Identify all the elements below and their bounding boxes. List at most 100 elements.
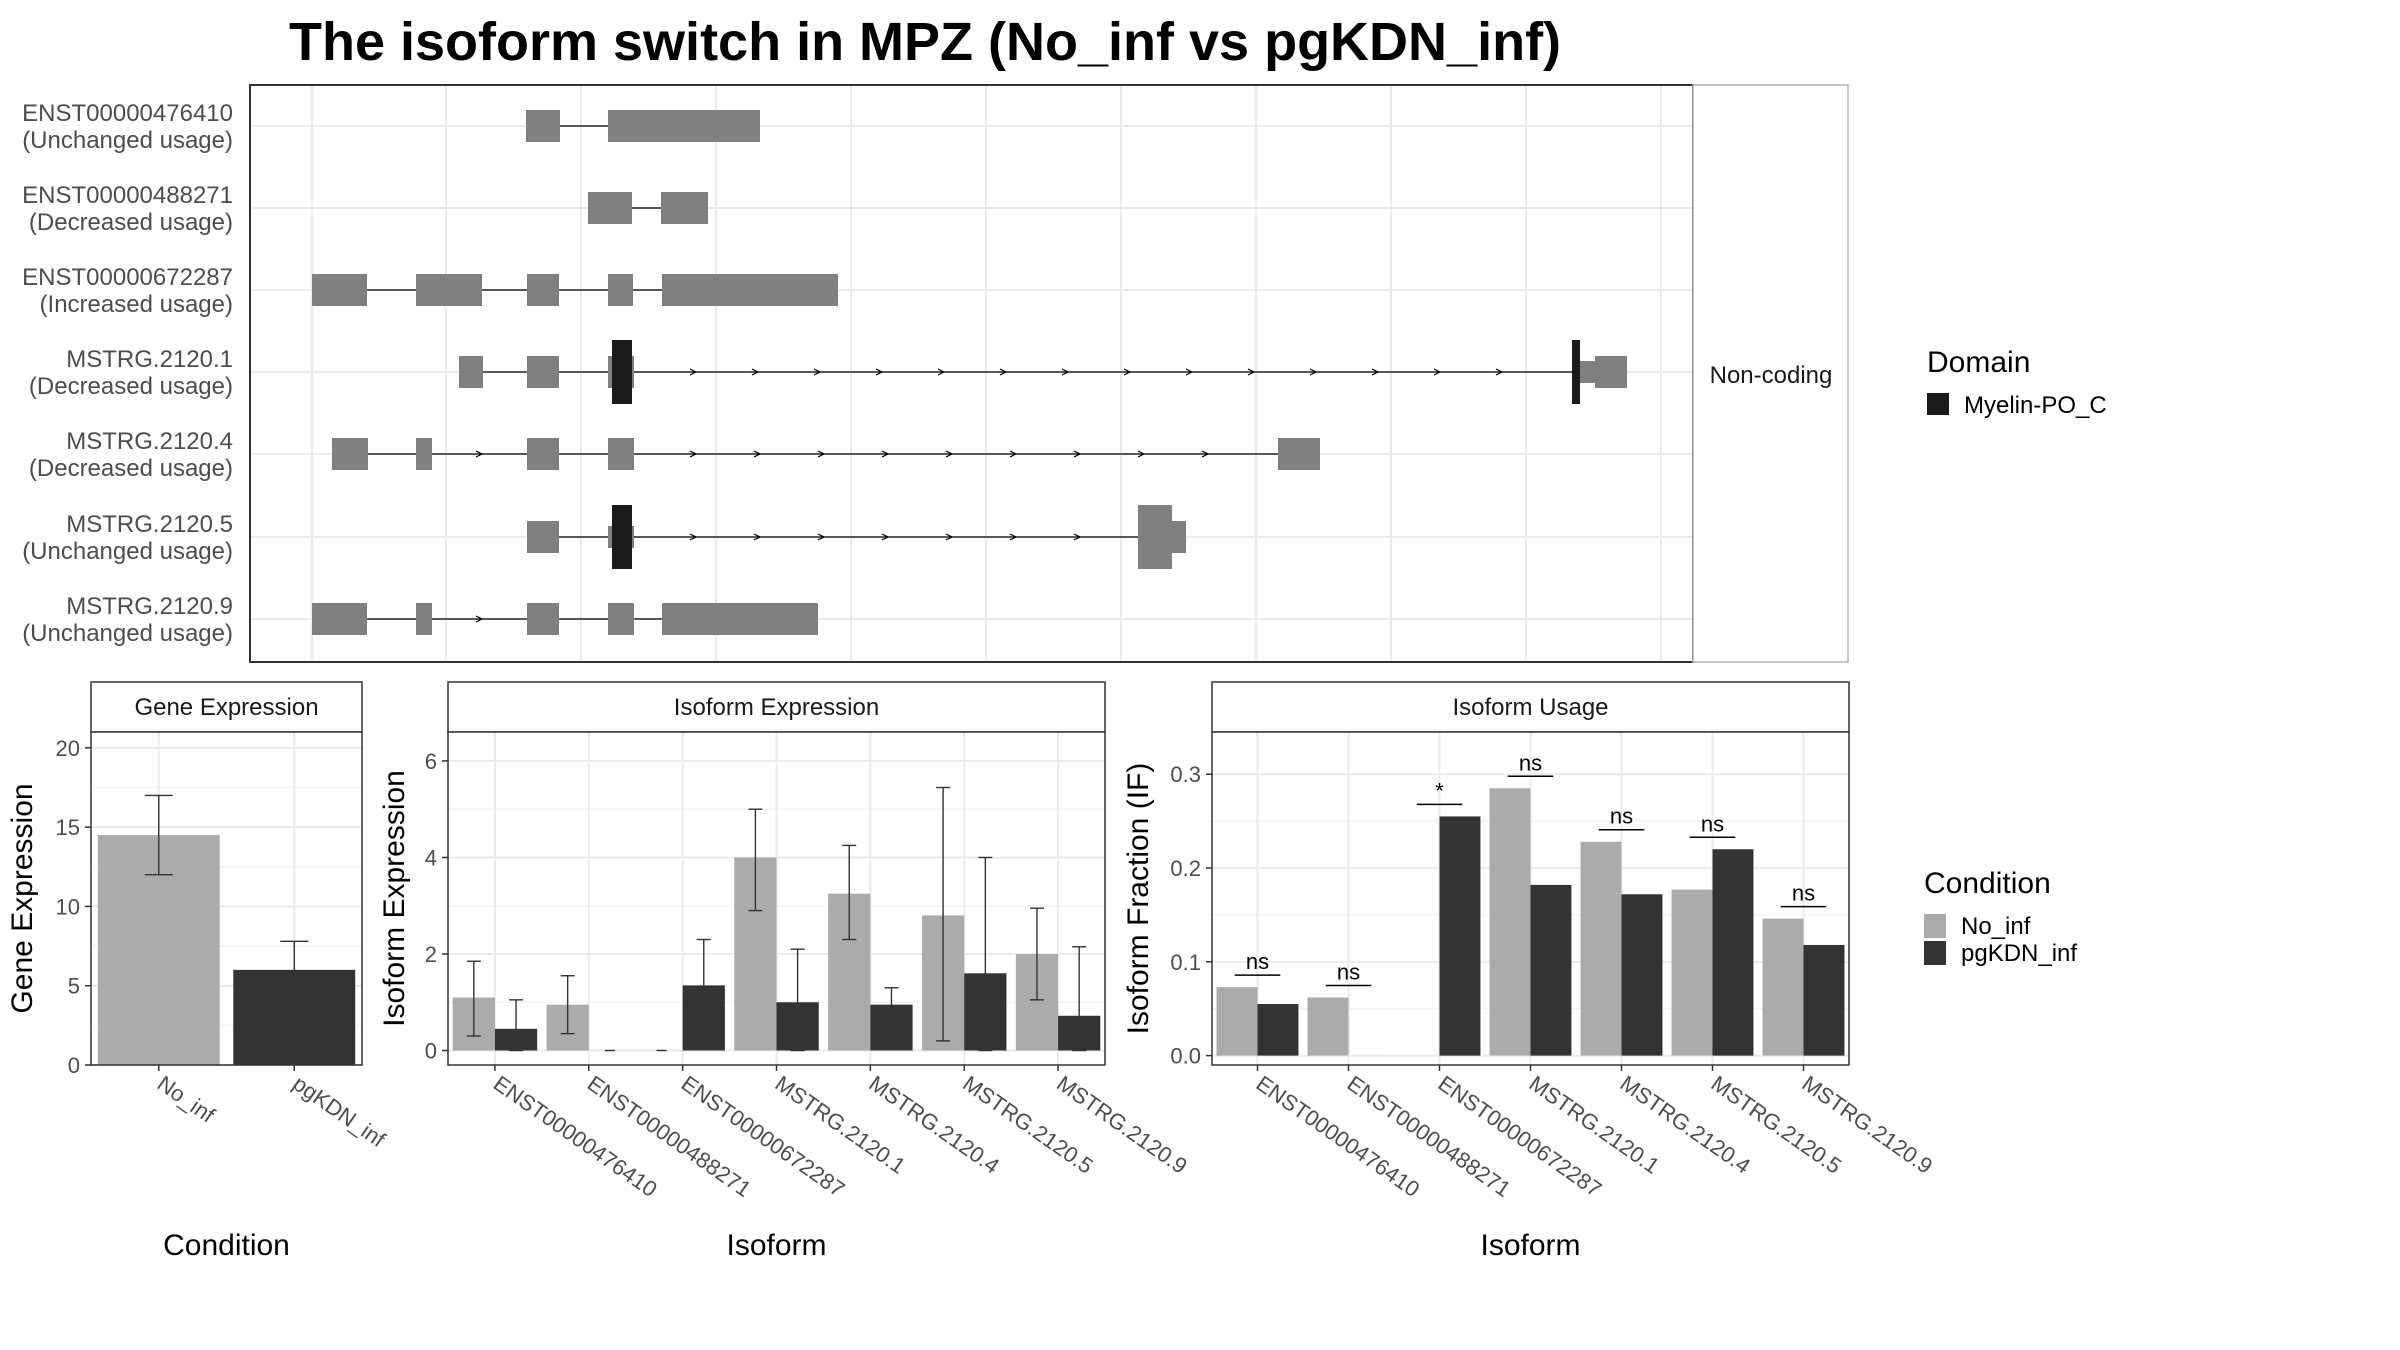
strand-arrow xyxy=(999,368,1008,376)
domain-legend-key xyxy=(1927,393,1949,415)
strand-arrow xyxy=(1371,368,1380,376)
strand-arrow xyxy=(881,533,890,541)
condition-legend-label: No_inf xyxy=(1961,913,2031,940)
non-coding-strip-label: Non-coding xyxy=(1710,362,1833,389)
domain-block xyxy=(612,340,632,404)
strand-arrow xyxy=(1073,533,1082,541)
strand-arrow xyxy=(475,615,484,623)
y-axis-title: Isoform Expression xyxy=(378,770,411,1027)
exon-block xyxy=(608,274,633,306)
panel-strip xyxy=(447,681,1106,733)
x-tick-label: pgKDN_inf xyxy=(288,1071,390,1153)
isoform-row-status: (Decreased usage) xyxy=(29,209,233,236)
x-tick-label: ENST00000672287 xyxy=(1434,1071,1607,1202)
isoform-row-id: ENST00000488271 xyxy=(22,182,233,209)
strand-arrow xyxy=(751,368,760,376)
exon-block xyxy=(416,274,482,306)
y-tick-label: 15 xyxy=(56,815,80,840)
isoform-row-id: ENST00000672287 xyxy=(22,264,233,291)
strand-arrow xyxy=(1009,450,1018,458)
domain-legend-label: Myelin-PO_C xyxy=(1964,392,2107,419)
domain-legend-title: Domain xyxy=(1927,346,2030,379)
transcript-panel: ENST00000476410(Unchanged usage)ENST0000… xyxy=(22,84,1849,663)
bar xyxy=(1489,788,1531,1056)
y-tick-label: 0.2 xyxy=(1170,856,1201,881)
strand-arrow xyxy=(475,450,484,458)
gene-expression-panel: Gene Expression 0 5 10 15 20 No_inf pgKDN_inf Co… xyxy=(6,681,391,1262)
exon-block xyxy=(527,356,559,388)
bar xyxy=(1530,884,1572,1056)
exon-block xyxy=(1138,505,1172,569)
exon-block xyxy=(608,603,634,635)
x-tick-label: ENST00000476410 xyxy=(1252,1071,1425,1202)
condition-legend-key xyxy=(1924,941,1946,965)
y-tick-label: 0 xyxy=(68,1053,80,1078)
exon-block xyxy=(662,603,818,635)
y-tick-label: 0.0 xyxy=(1170,1044,1201,1069)
strand-arrow xyxy=(937,368,946,376)
y-tick-label: 6 xyxy=(425,749,437,774)
x-tick-label: ENST00000488271 xyxy=(583,1071,756,1202)
exon-block xyxy=(588,192,632,224)
exon-block xyxy=(416,438,432,470)
significance-label: ns xyxy=(1610,804,1633,829)
isoform-row-status: (Decreased usage) xyxy=(29,373,233,400)
isoform-row-status: (Decreased usage) xyxy=(29,455,233,482)
strand-arrow xyxy=(689,533,698,541)
significance-label: ns xyxy=(1337,959,1360,984)
bar xyxy=(1257,1004,1299,1056)
isoform-row-id: MSTRG.2120.5 xyxy=(66,511,233,538)
strand-arrow xyxy=(753,450,762,458)
y-axis-title: Isoform Fraction (IF) xyxy=(1122,763,1155,1035)
x-axis-title: Isoform xyxy=(726,1229,826,1262)
strand-arrow xyxy=(689,450,698,458)
isoform-row-id: MSTRG.2120.1 xyxy=(66,346,233,373)
exon-block xyxy=(661,192,708,224)
transcript-plot-bg xyxy=(250,85,1693,662)
y-tick-label: 5 xyxy=(68,974,80,999)
isoform-row-id: ENST00000476410 xyxy=(22,100,233,127)
significance-label: ns xyxy=(1246,949,1269,974)
bar xyxy=(1712,849,1754,1056)
figure-title: The isoform switch in MPZ (No_inf vs pgK… xyxy=(289,12,1561,72)
exon-block xyxy=(527,274,559,306)
strand-arrow xyxy=(945,450,954,458)
x-tick-label: ENST00000672287 xyxy=(677,1071,850,1202)
bar xyxy=(1621,894,1663,1056)
exon-block xyxy=(527,438,559,470)
strand-arrow xyxy=(1201,450,1210,458)
y-tick-label: 20 xyxy=(56,736,80,761)
condition-legend-title: Condition xyxy=(1924,867,2051,900)
strand-arrow xyxy=(1137,450,1146,458)
bar xyxy=(1439,816,1481,1056)
exon-block xyxy=(527,521,559,553)
exon-block xyxy=(1595,356,1627,388)
isoform-row-status: (Unchanged usage) xyxy=(22,538,233,565)
strand-arrow xyxy=(1495,368,1504,376)
x-axis-title: Condition xyxy=(163,1229,290,1262)
y-tick-label: 0.1 xyxy=(1170,950,1201,975)
isoform-row-status: (Unchanged usage) xyxy=(22,127,233,154)
x-tick-label: ENST00000476410 xyxy=(489,1071,662,1202)
strand-arrow xyxy=(1433,368,1442,376)
strand-arrow xyxy=(1073,450,1082,458)
domain-block xyxy=(1572,340,1580,404)
panel-strip xyxy=(90,681,363,733)
y-tick-label: 0.3 xyxy=(1170,762,1201,787)
strand-arrow xyxy=(1247,368,1256,376)
non-coding-strip xyxy=(1692,84,1849,663)
domain-block xyxy=(612,505,632,569)
exon-block xyxy=(312,274,367,306)
isoform-row-status: (Increased usage) xyxy=(40,291,233,318)
strand-arrow xyxy=(1185,368,1194,376)
exon-block xyxy=(332,438,368,470)
panel-strip-title: Isoform Expression xyxy=(674,694,879,721)
exon-block xyxy=(459,356,483,388)
y-tick-label: 0 xyxy=(425,1039,437,1064)
panel-strip-title: Isoform Usage xyxy=(1452,694,1608,721)
x-tick-label: No_inf xyxy=(153,1071,220,1128)
bar xyxy=(1580,841,1622,1056)
domain-legend: Domain Myelin-PO_C xyxy=(1927,346,2107,419)
